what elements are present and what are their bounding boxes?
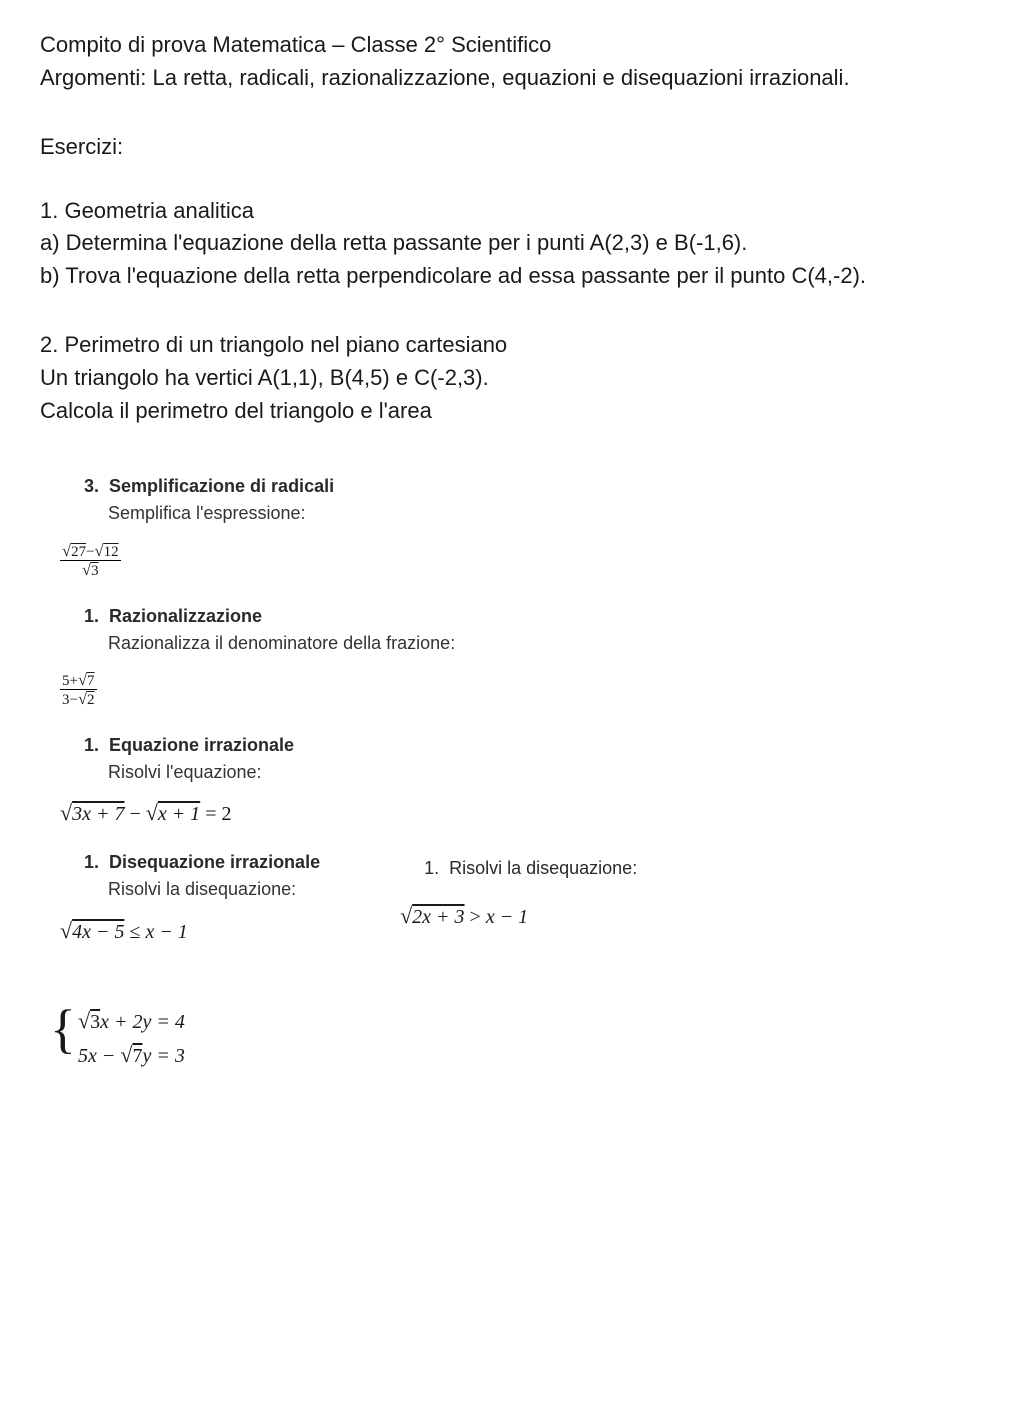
eq5-arg1: 3x + 7 <box>72 803 124 825</box>
exercise-5: 1. Equazione irrazionale Risolvi l'equaz… <box>60 735 460 826</box>
exercise-5-title: Equazione irrazionale <box>109 735 294 755</box>
eq5-arg2: x + 1 <box>158 803 200 825</box>
exercise-5-equation: √3x + 7 − √x + 1 = 2 <box>60 800 460 826</box>
eq6-rhs: x − 1 <box>145 921 187 943</box>
exercise-4-number: 1. <box>84 606 104 627</box>
exercise-3-title: Semplificazione di radicali <box>109 476 334 496</box>
exercise-5-heading: 1. Equazione irrazionale <box>84 735 460 756</box>
eq7-arg: 2x + 3 <box>412 906 464 928</box>
eq5-rhs: 2 <box>221 803 231 825</box>
system-line-1: √3x + 2y = 4 <box>78 1008 460 1034</box>
exercise-4: 1. Razionalizzazione Razionalizza il den… <box>60 606 460 709</box>
exercise-6-7-row: 1. Disequazione irrazionale Risolvi la d… <box>60 852 460 967</box>
eq6-arg: 4x − 5 <box>72 921 124 943</box>
eq4-den-right: 2 <box>87 692 95 708</box>
exercise-6-equation: √4x − 5 ≤ x − 1 <box>60 918 320 944</box>
exercise-1-title: 1. Geometria analitica <box>40 196 971 227</box>
exercise-1-line-a: a) Determina l'equazione della retta pas… <box>40 228 971 259</box>
eq3-num-b: 12 <box>104 544 119 560</box>
exercise-3: 3. Semplificazione di radicali Semplific… <box>60 476 460 579</box>
exercise-card-area: 3. Semplificazione di radicali Semplific… <box>60 476 460 1067</box>
exercise-6-heading: 1. Disequazione irrazionale <box>84 852 320 873</box>
document-title: Compito di prova Matematica – Classe 2° … <box>40 30 971 61</box>
exercise-7-heading: 1. Risolvi la disequazione: <box>424 858 637 879</box>
eq4-num-left: 5 <box>62 673 70 689</box>
sys-l1-rest: x + 2y = 4 <box>100 1011 185 1033</box>
sys-l1-rad: 3 <box>90 1011 100 1033</box>
exercise-2-title: 2. Perimetro di un triangolo nel piano c… <box>40 330 971 361</box>
eq3-num-a: 27 <box>71 544 86 560</box>
exercise-3-number: 3. <box>84 476 104 497</box>
system-line-2: 5x − √7y = 3 <box>78 1042 460 1068</box>
exercise-3-heading: 3. Semplificazione di radicali <box>84 476 460 497</box>
eq3-den: 3 <box>91 563 99 579</box>
sys-l2-rad: 7 <box>132 1045 142 1067</box>
exercise-7-number: 1. <box>424 858 444 879</box>
eq4-den-left: 3 <box>62 692 70 708</box>
exercise-7-title: Risolvi la disequazione: <box>449 858 637 878</box>
system-brace-icon: { <box>50 1002 76 1056</box>
exercise-4-equation: 5+√7 3−√2 <box>60 671 460 709</box>
exercise-3-desc: Semplifica l'espressione: <box>108 501 460 525</box>
exercise-4-desc: Razionalizza il denominatore della frazi… <box>108 631 460 655</box>
exercise-2-line-1: Un triangolo ha vertici A(1,1), B(4,5) e… <box>40 363 971 394</box>
exercise-3-equation: √27−√12 √3 <box>60 542 460 580</box>
exercise-7-equation: √2x + 3 > x − 1 <box>400 903 637 929</box>
sys-l2-rest: y = 3 <box>142 1045 184 1067</box>
exercise-4-heading: 1. Razionalizzazione <box>84 606 460 627</box>
eq4-num-right: 7 <box>87 673 95 689</box>
exercise-1: 1. Geometria analitica a) Determina l'eq… <box>40 196 971 292</box>
document-topics: Argomenti: La retta, radicali, razionali… <box>40 63 971 94</box>
exercise-7: 1. Risolvi la disequazione: √2x + 3 > x … <box>400 858 637 953</box>
exercise-6-number: 1. <box>84 852 104 873</box>
sys-l2-left: 5x − <box>78 1045 120 1067</box>
exercise-1-line-b: b) Trova l'equazione della retta perpend… <box>40 261 971 292</box>
exercise-2-line-2: Calcola il perimetro del triangolo e l'a… <box>40 396 971 427</box>
eq7-rhs: x − 1 <box>486 906 528 928</box>
system-of-equations: { √3x + 2y = 4 5x − √7y = 3 <box>50 1008 460 1068</box>
exercise-2: 2. Perimetro di un triangolo nel piano c… <box>40 330 971 426</box>
exercise-4-title: Razionalizzazione <box>109 606 262 626</box>
exercise-5-number: 1. <box>84 735 104 756</box>
exercises-heading: Esercizi: <box>40 134 971 160</box>
exercise-6-title: Disequazione irrazionale <box>109 852 320 872</box>
exercise-6: 1. Disequazione irrazionale Risolvi la d… <box>60 852 320 967</box>
exercise-6-desc: Risolvi la disequazione: <box>108 877 320 901</box>
exercise-5-desc: Risolvi l'equazione: <box>108 760 460 784</box>
